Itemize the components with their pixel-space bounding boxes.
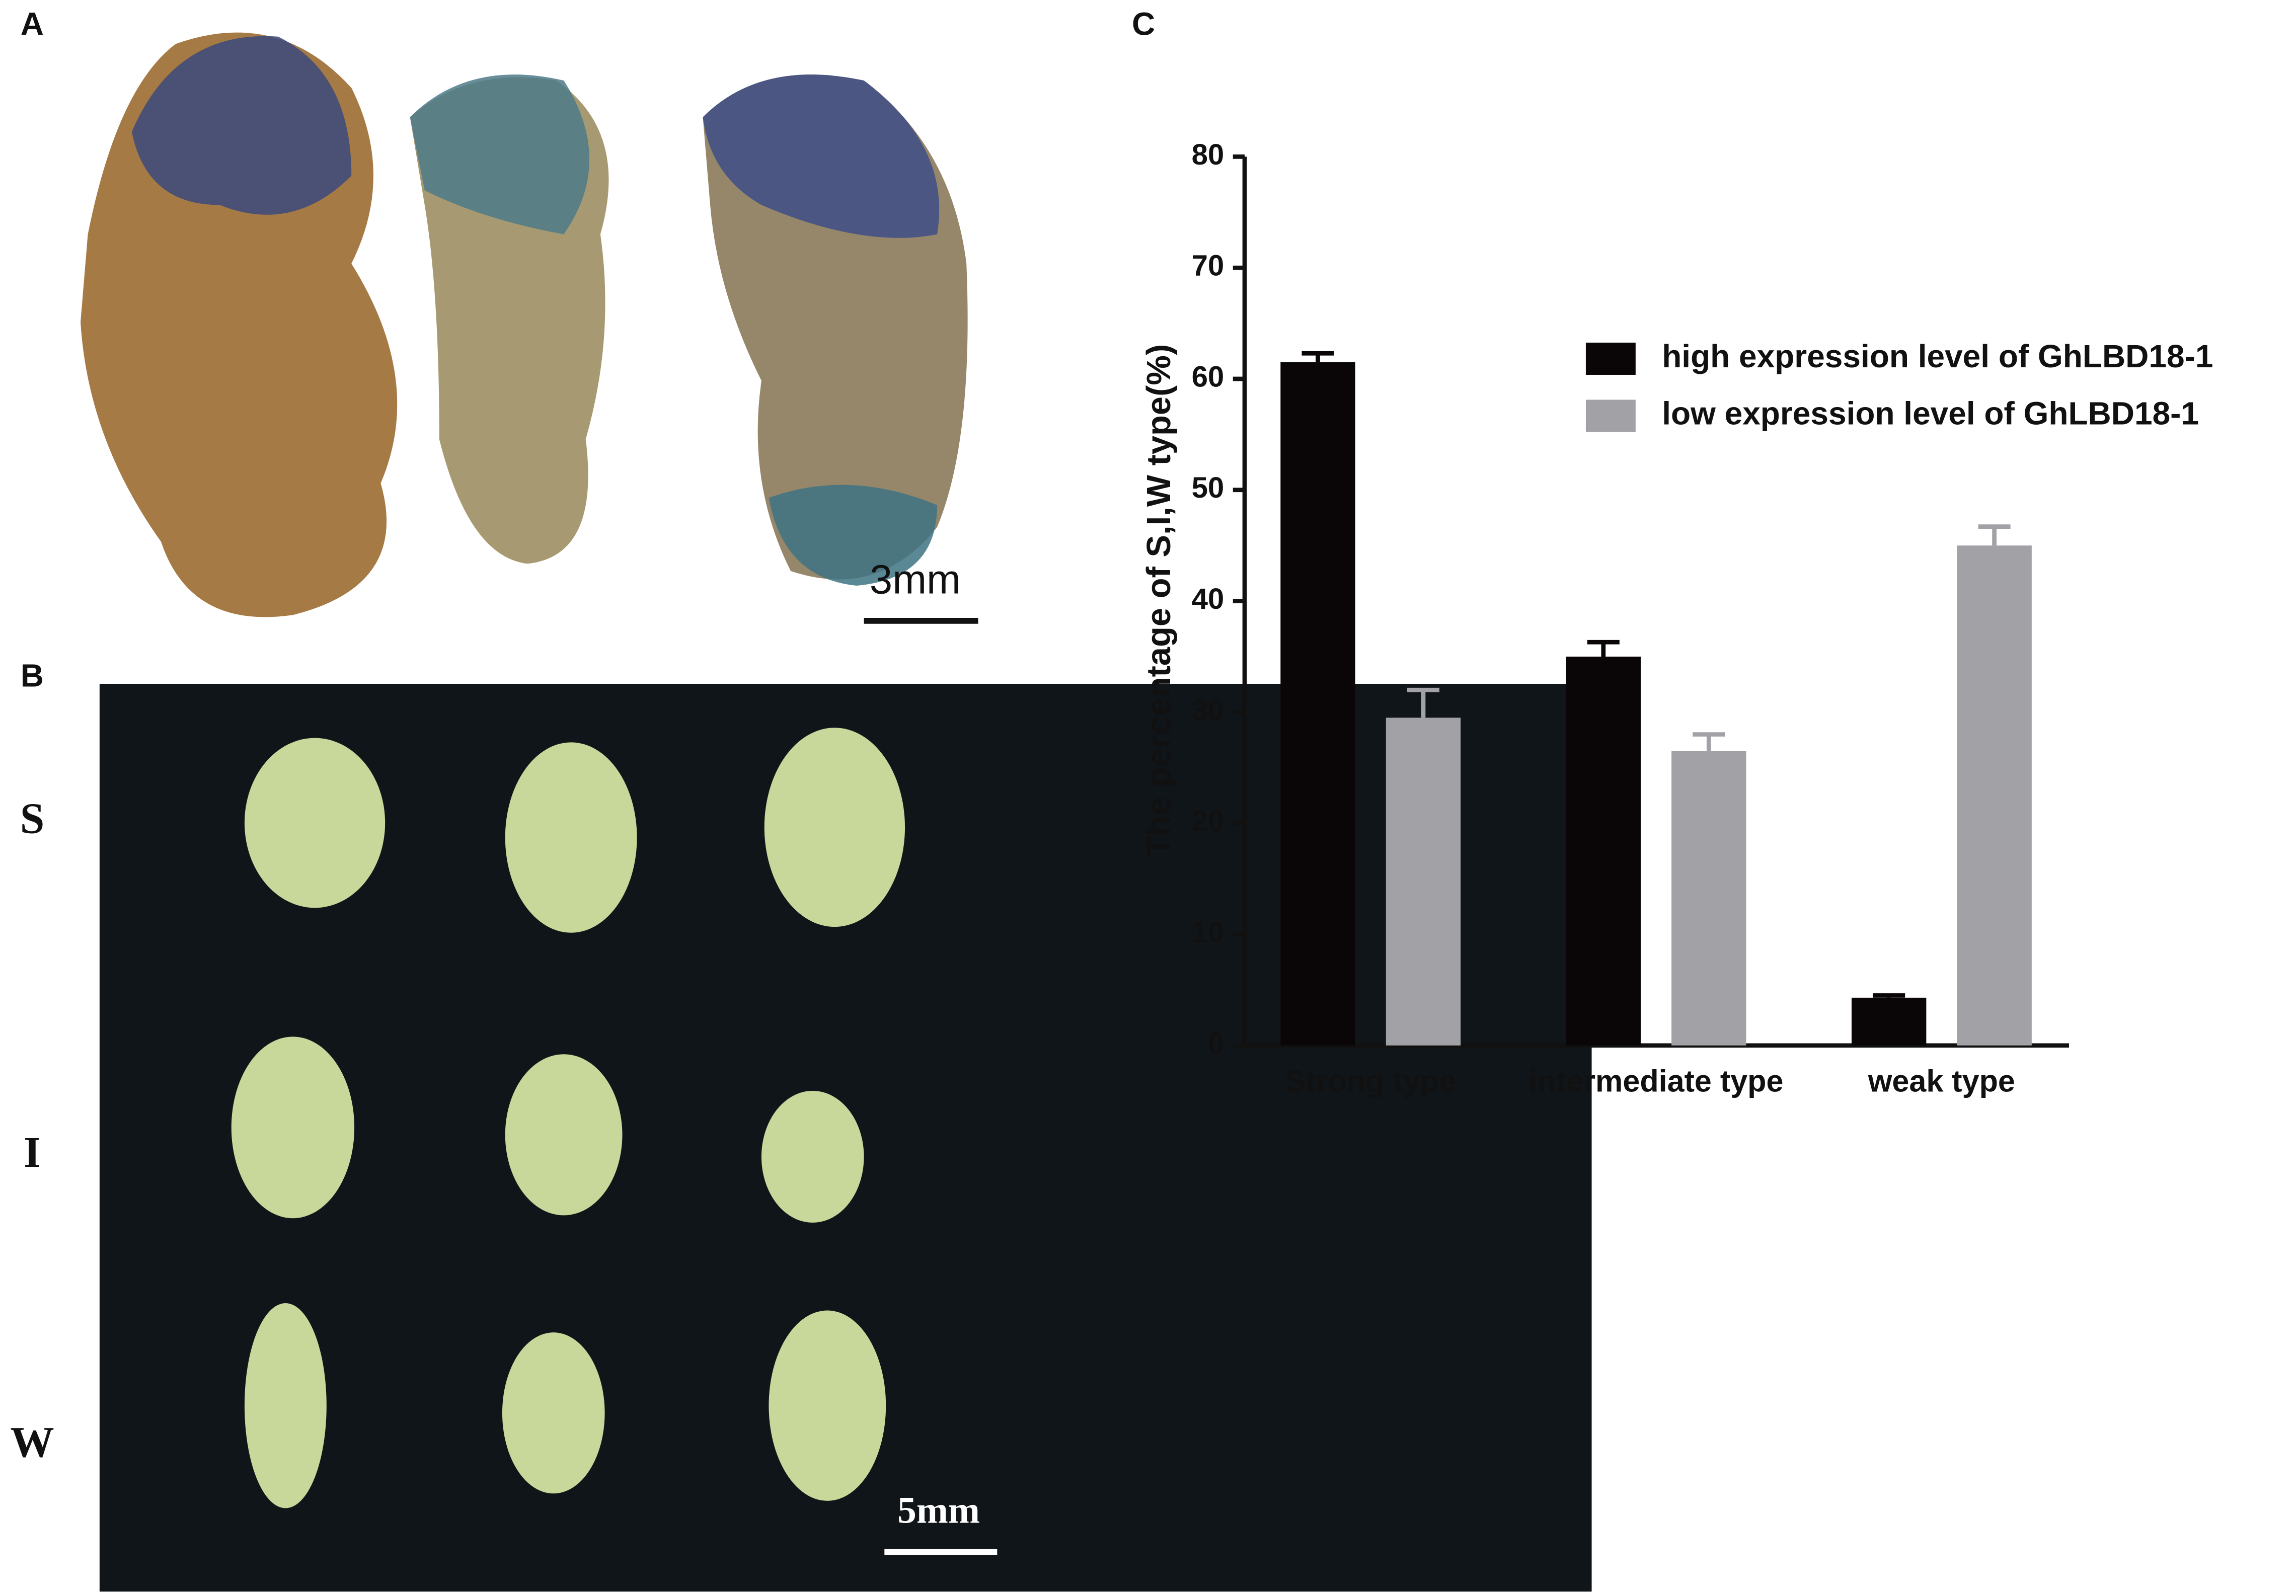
y-axis-label: The percentage of S,I,W type(%) — [1140, 344, 1178, 857]
y-tick-label: 10 — [1192, 916, 1224, 948]
x-tick-label: weak type — [1868, 1064, 2015, 1098]
stain — [769, 485, 938, 586]
x-tick-label: Strong type — [1285, 1064, 1456, 1098]
specimen — [505, 742, 637, 933]
y-tick-label: 50 — [1192, 471, 1224, 504]
specimen — [764, 728, 905, 927]
bar — [1671, 751, 1746, 1046]
stain — [410, 74, 590, 234]
specimen — [231, 1036, 355, 1219]
legend-label: low expression level of GhLBD18-1 — [1662, 395, 2199, 431]
y-tick-label: 0 — [1208, 1027, 1224, 1060]
specimen — [244, 1303, 327, 1508]
y-tick-label: 80 — [1192, 138, 1224, 171]
specimen — [502, 1332, 605, 1494]
row-label: S — [20, 793, 45, 842]
specimen — [244, 738, 386, 908]
y-tick-label: 30 — [1192, 694, 1224, 727]
panel-label: A — [21, 6, 44, 42]
bar — [1851, 997, 1927, 1046]
legend-swatch — [1585, 400, 1636, 432]
photo-b — [99, 684, 1592, 1592]
legend-swatch — [1585, 342, 1636, 375]
row-label: I — [24, 1128, 41, 1176]
bar — [1957, 545, 2032, 1046]
specimen — [761, 1091, 864, 1223]
panel-label: C — [1132, 6, 1155, 42]
stain — [131, 36, 352, 215]
scale-label: 3mm — [870, 557, 961, 603]
legend-label: high expression level of GhLBD18-1 — [1662, 338, 2213, 374]
specimens — [231, 728, 905, 1508]
x-tick-label: intermediate type — [1529, 1064, 1784, 1098]
photo-a — [81, 32, 978, 624]
y-tick-label: 70 — [1192, 250, 1224, 282]
bar — [1280, 362, 1355, 1046]
specimen — [769, 1310, 886, 1501]
scale-label: 5mm — [897, 1489, 980, 1531]
panel-label: B — [21, 657, 44, 693]
specimen — [505, 1054, 623, 1216]
row-label: W — [10, 1417, 54, 1466]
y-tick-label: 60 — [1192, 360, 1224, 393]
y-tick-label: 40 — [1192, 583, 1224, 615]
bar — [1386, 717, 1461, 1046]
stain — [703, 74, 940, 238]
y-tick-label: 20 — [1192, 805, 1224, 838]
bar — [1566, 656, 1641, 1046]
